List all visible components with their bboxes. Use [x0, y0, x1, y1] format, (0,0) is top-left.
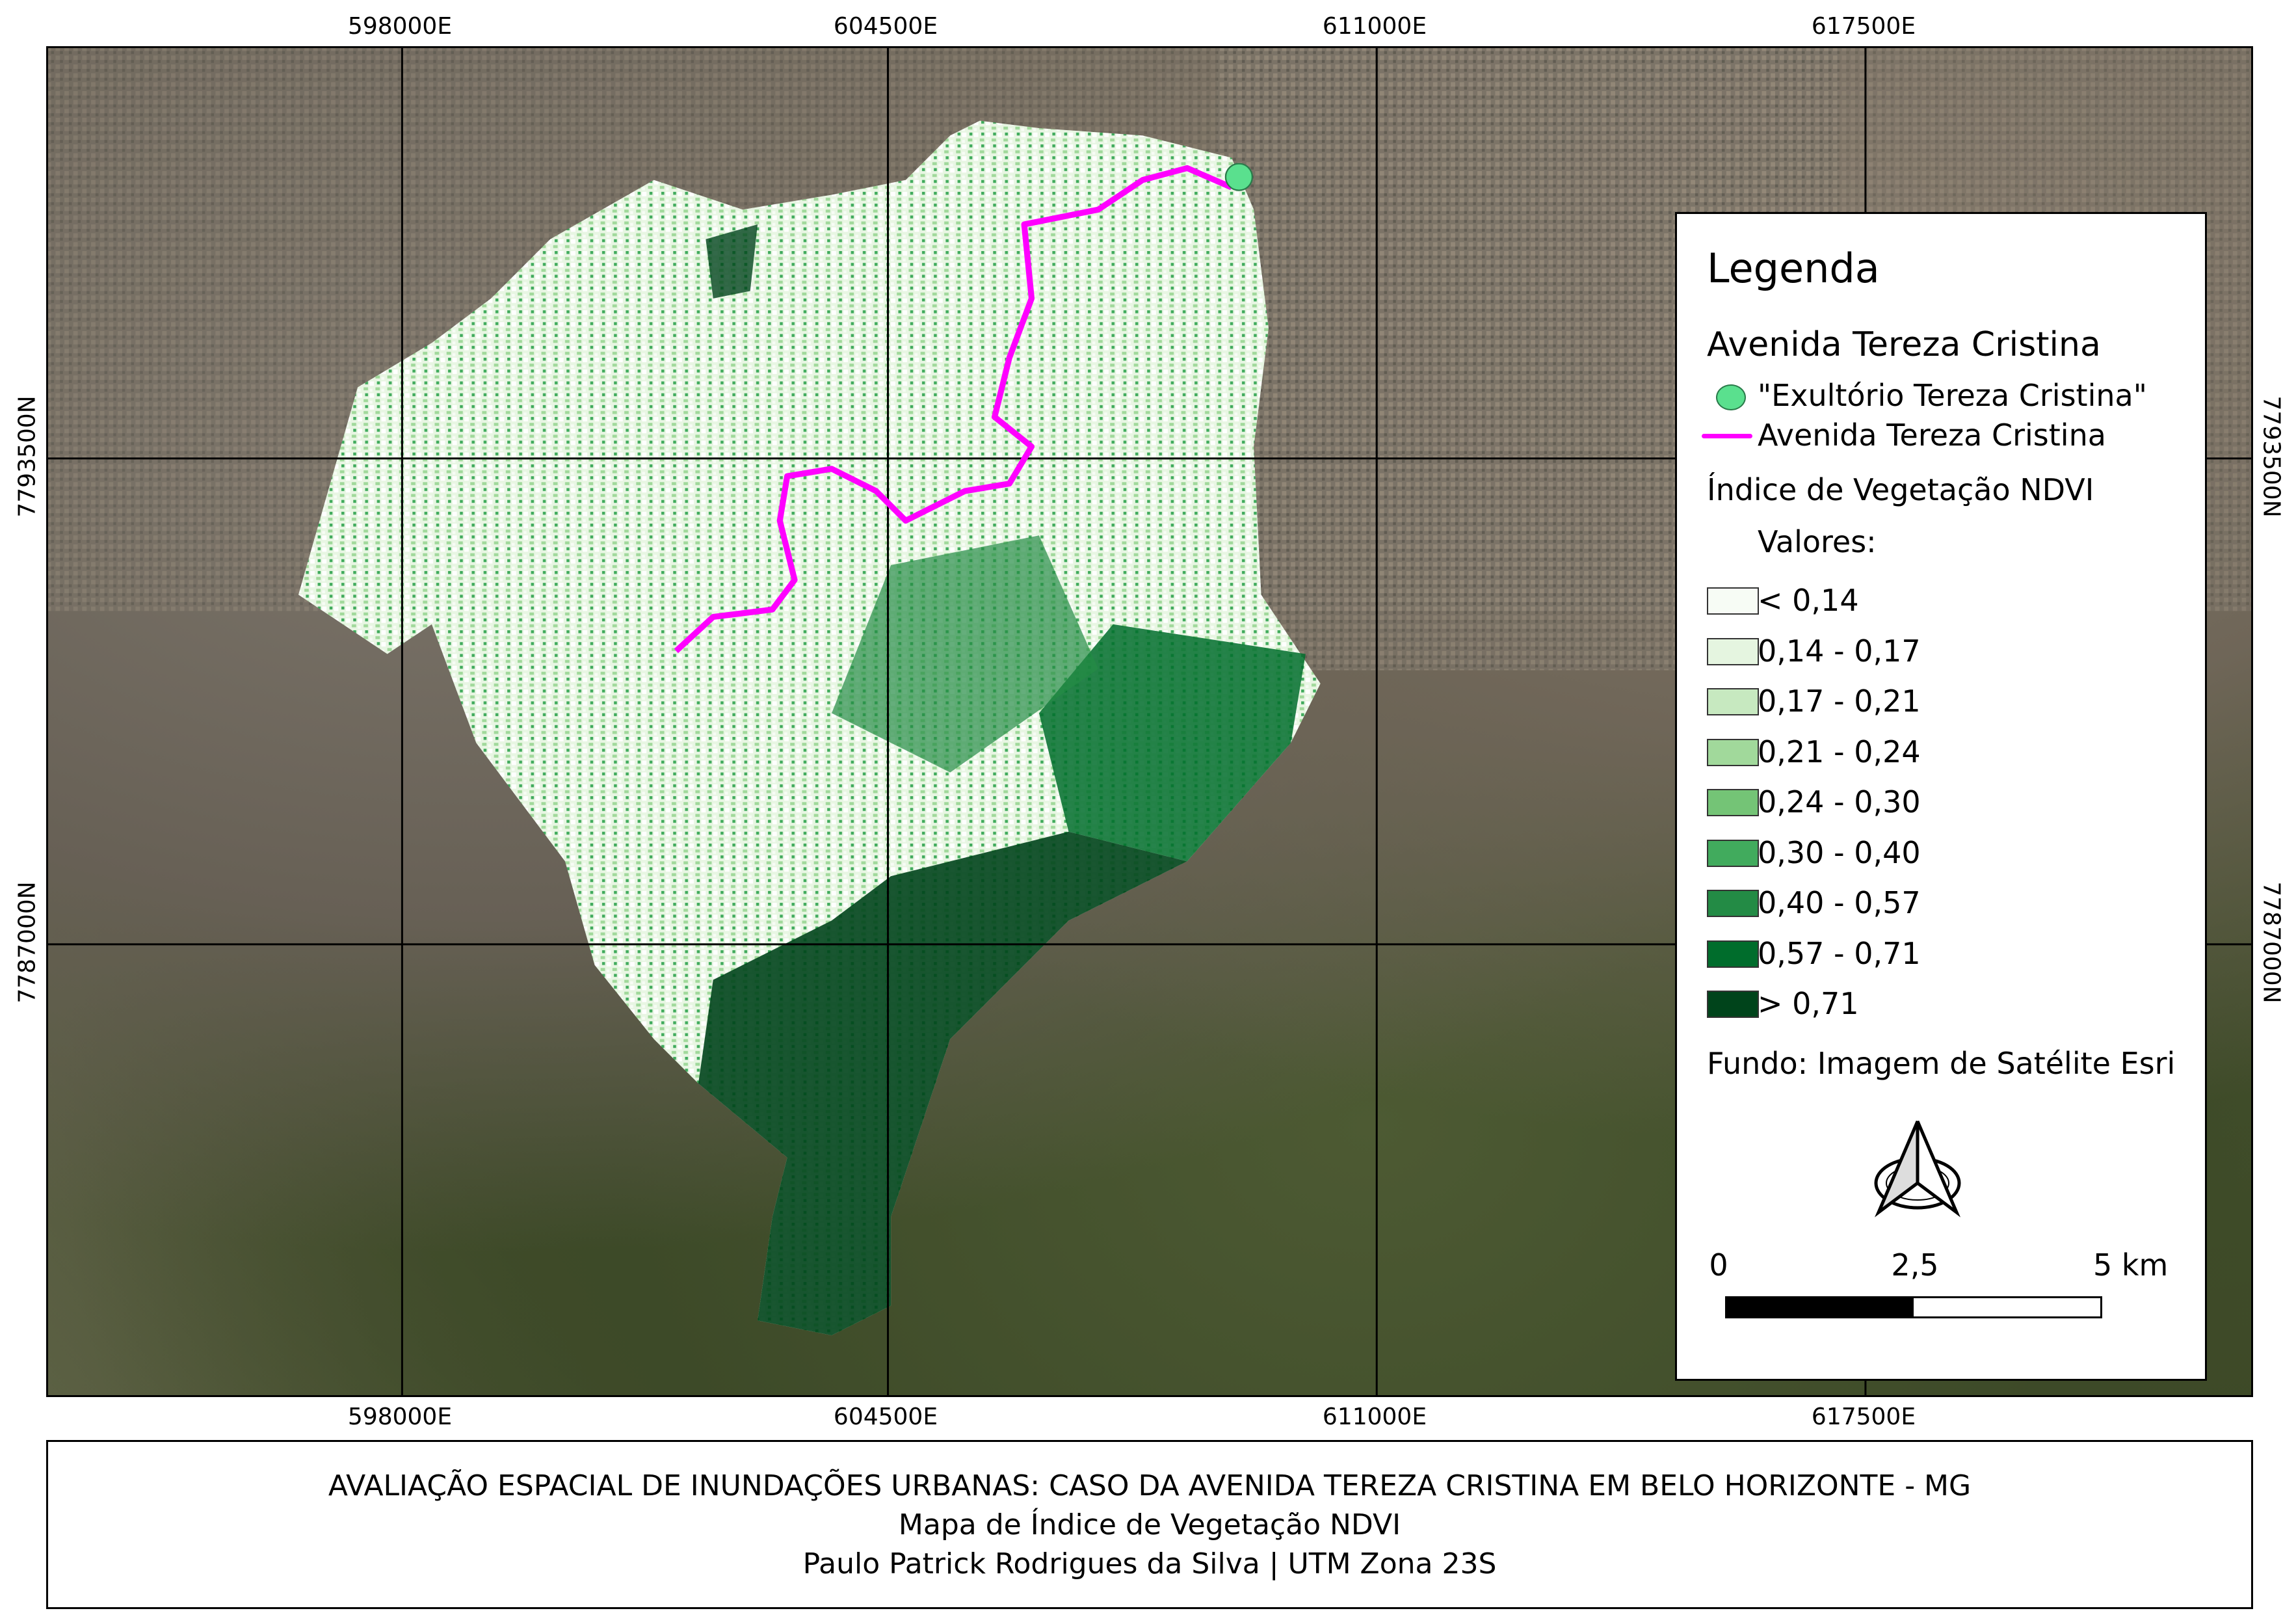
- legend-title: Legenda: [1707, 245, 1880, 292]
- avenida-tereza-cristina-route: [674, 165, 1233, 654]
- northing-label-right: 7793500N: [2258, 395, 2285, 518]
- ndvi-class-swatch: [1707, 991, 1759, 1018]
- scale-label-mid: 2,5: [1891, 1247, 1939, 1283]
- easting-label-bottom: 598000E: [347, 1404, 453, 1430]
- easting-label-bottom: 604500E: [833, 1404, 938, 1430]
- map-author: Paulo Patrick Rodrigues da Silva | UTM Z…: [802, 1547, 1497, 1580]
- ndvi-class-label: 0,17 - 0,21: [1758, 684, 1921, 719]
- north-arrow-icon: [1874, 1121, 1961, 1218]
- ndvi-class-swatch: [1707, 637, 1759, 665]
- ndvi-class-label: 0,40 - 0,57: [1758, 885, 1921, 920]
- ndvi-class-label: 0,24 - 0,30: [1758, 784, 1921, 820]
- northing-label-right: 7787000N: [2258, 881, 2285, 1004]
- legend-group-title: Avenida Tereza Cristina: [1707, 325, 2101, 364]
- ndvi-class-swatch: [1707, 688, 1759, 715]
- dense-vegetation: [1038, 624, 1306, 862]
- ndvi-class-swatch: [1707, 587, 1759, 615]
- ndvi-class-swatch: [1707, 839, 1759, 867]
- northing-label-left: 7793500N: [14, 395, 41, 518]
- ndvi-class-label: 0,14 - 0,17: [1758, 633, 1921, 669]
- scale-label-0: 0: [1709, 1247, 1728, 1283]
- ndvi-class-label: > 0,71: [1758, 986, 1859, 1021]
- legend-outlet-label: "Exultório Tereza Cristina": [1758, 378, 2147, 413]
- map-title: AVALIAÇÃO ESPACIAL DE INUNDAÇÕES URBANAS…: [328, 1469, 1972, 1502]
- ndvi-class-swatch: [1707, 738, 1759, 766]
- ndvi-class-label: 0,21 - 0,24: [1758, 734, 1921, 769]
- easting-label-top: 611000E: [1322, 13, 1427, 40]
- outlet-symbol-icon: [1716, 384, 1746, 410]
- easting-label-top: 604500E: [833, 13, 938, 40]
- easting-label-top: 617500E: [1811, 13, 1916, 40]
- easting-label-bottom: 611000E: [1322, 1404, 1427, 1430]
- ndvi-class-label: < 0,14: [1758, 583, 1859, 618]
- legend-ndvi-title: Índice de Vegetação NDVI: [1707, 472, 2094, 507]
- dense-vegetation: [698, 831, 1187, 1336]
- legend-background-note: Fundo: Imagem de Satélite Esri: [1707, 1046, 2176, 1081]
- scale-label-end: 5 km: [2093, 1247, 2169, 1283]
- easting-label-bottom: 617500E: [1811, 1404, 1916, 1430]
- ndvi-class-swatch: [1707, 890, 1759, 917]
- outlet-point: [1224, 163, 1254, 191]
- dense-vegetation: [831, 535, 1098, 773]
- ndvi-class-swatch: [1707, 789, 1759, 816]
- legend-values-label: Valores:: [1758, 524, 1877, 559]
- scale-bar: [1725, 1296, 2102, 1318]
- legend-panel: Legenda Avenida Tereza Cristina "Exultór…: [1675, 212, 2207, 1381]
- northing-label-left: 7787000N: [14, 881, 41, 1004]
- ndvi-class-label: 0,30 - 0,40: [1758, 834, 1921, 870]
- watershed-ndvi: [298, 120, 1321, 1336]
- legend-road-label: Avenida Tereza Cristina: [1758, 418, 2106, 453]
- road-symbol-icon: [1702, 434, 1752, 438]
- ndvi-class-swatch: [1707, 940, 1759, 968]
- ndvi-class-label: 0,57 - 0,71: [1758, 935, 1921, 971]
- map-subtitle: Mapa de Índice de Vegetação NDVI: [898, 1508, 1401, 1541]
- title-block: AVALIAÇÃO ESPACIAL DE INUNDAÇÕES URBANAS…: [46, 1440, 2253, 1609]
- dense-vegetation: [706, 224, 758, 299]
- easting-label-top: 598000E: [347, 13, 453, 40]
